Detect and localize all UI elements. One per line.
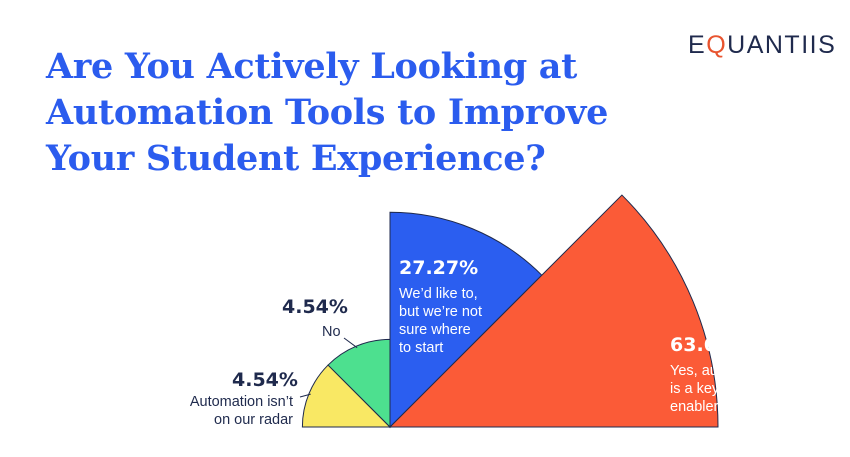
- leader-line-no: [343, 337, 358, 349]
- category-label-would-like-to-line-3: sure where: [399, 322, 471, 338]
- category-label-no-line-1: No: [322, 324, 341, 340]
- category-label-would-like-to-line-4: to start: [399, 340, 444, 356]
- category-label-automation-not-on-radar: Automation isn’t on our radar: [175, 393, 293, 429]
- category-label-would-like-to-line-1: We’d like to,: [399, 286, 478, 302]
- logo-text-rest: UANTIIS: [727, 31, 837, 59]
- category-label-automation-not-on-radar-line-1: Automation isn’t: [189, 394, 293, 410]
- category-label-yes-automation-line-2: is a key digital: [670, 381, 762, 397]
- value-label-yes-automation: 63.64%: [670, 334, 750, 356]
- category-label-automation-not-on-radar-line-2: on our radar: [214, 412, 293, 428]
- slice-yes-automation: [388, 194, 719, 428]
- value-label-automation-not-on-radar: 4.54%: [232, 369, 298, 391]
- title-line-2: Automation Tools to Improve: [46, 92, 609, 133]
- category-label-would-like-to-line-2: but we’re not: [399, 304, 483, 320]
- value-label-would-like-to: 27.27%: [399, 257, 479, 279]
- logo-text-q: Q: [706, 31, 728, 59]
- category-label-would-like-to: We’d like to, but we’re not sure where t…: [399, 285, 482, 357]
- slice-automation-not-on-radar: [301, 364, 392, 428]
- leader-line-automation-not-on-radar: [299, 393, 311, 398]
- slice-no: [327, 338, 391, 429]
- category-label-yes-automation-line-1: Yes, automation: [670, 363, 774, 379]
- chart-title: Are You Actively Looking at Automation T…: [46, 44, 626, 182]
- category-label-yes-automation: Yes, automation is a key digital enabler…: [670, 362, 773, 416]
- title-line-1: Are You Actively Looking at: [46, 46, 578, 87]
- title-line-3: Your Student Experience?: [46, 138, 546, 179]
- slice-would-like-to: [389, 211, 543, 429]
- equantiis-logo: EQUANTIIS: [688, 31, 836, 60]
- category-label-yes-automation-line-3: enabler for us: [670, 399, 759, 415]
- logo-text-e: E: [688, 31, 707, 59]
- value-label-no: 4.54%: [282, 296, 348, 318]
- category-label-no: No: [322, 323, 341, 341]
